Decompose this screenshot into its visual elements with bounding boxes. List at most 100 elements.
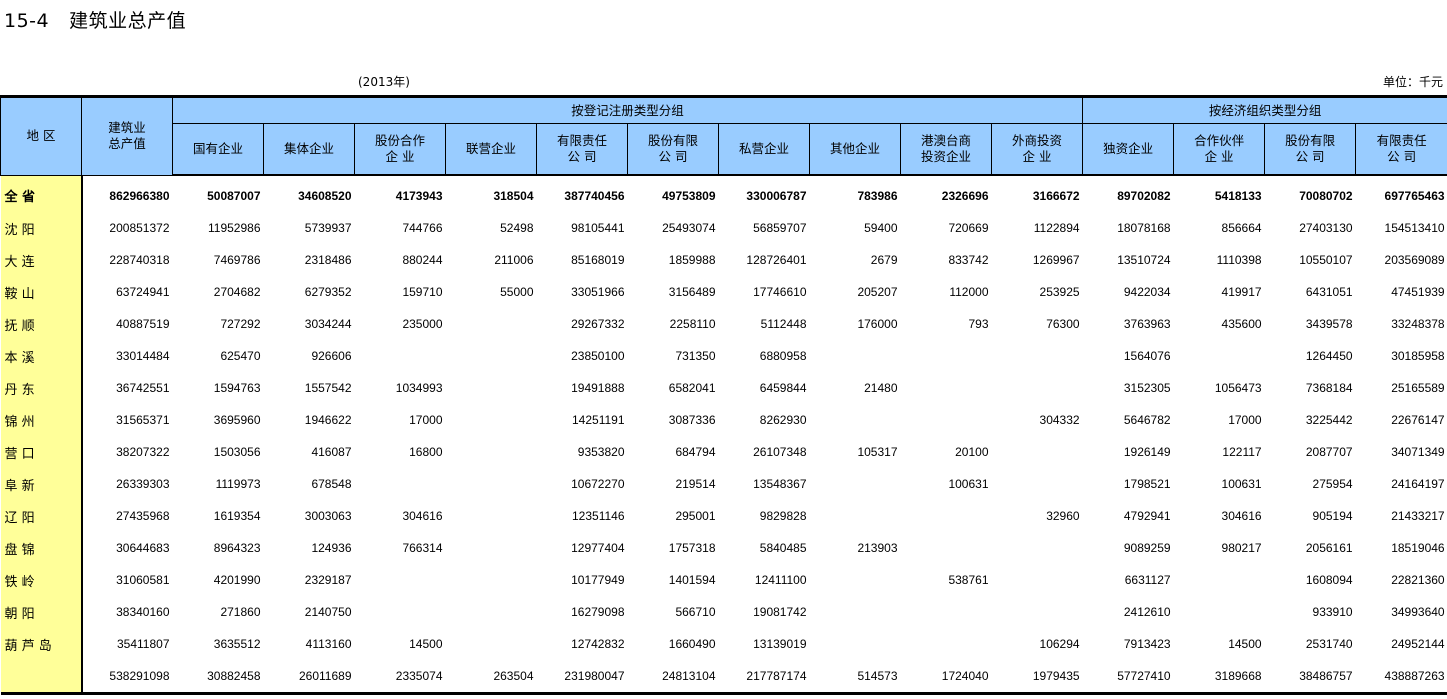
header-col-organization: 有限责任 公 司	[1355, 123, 1447, 176]
value-cell: 1056473	[1214, 381, 1262, 395]
value-cell: 2704682	[213, 285, 261, 299]
value-cell: 3166672	[1032, 189, 1080, 203]
table-row: 沈 阳 200851372 11952986 5739937 744766 52498 98…	[0, 212, 1447, 244]
table-row: 朝 阳 38340160 271860 2140750 16279098 566710 19…	[0, 596, 1447, 628]
value-cell: 33248378	[1391, 317, 1445, 331]
value-cell: 8964323	[213, 541, 261, 555]
value-cell	[810, 340, 901, 372]
header-col-organization: 独资企业	[1082, 123, 1175, 176]
header-col-registration: 国有企业	[172, 123, 264, 176]
value-cell: 33014484	[116, 349, 170, 363]
value-cell: 128726401	[746, 253, 807, 267]
value-cell: 3189668	[1214, 669, 1262, 683]
value-cell: 2679	[870, 253, 898, 267]
value-cell: 59400	[864, 221, 898, 235]
value-cell	[446, 500, 537, 532]
header-col-registration: 股份合作 企 业	[354, 123, 446, 176]
value-cell: 30882458	[207, 669, 261, 683]
region-cell: 鞍 山	[0, 276, 83, 308]
value-cell	[446, 404, 537, 436]
value-cell: 12977404	[571, 541, 625, 555]
value-cell: 17746610	[753, 285, 807, 299]
value-cell: 1401594	[668, 573, 716, 587]
value-cell: 3087336	[668, 413, 716, 427]
value-cell: 30185958	[1391, 349, 1445, 363]
value-cell: 85168019	[571, 253, 625, 267]
value-cell: 17000	[1228, 413, 1262, 427]
value-cell: 6431051	[1305, 285, 1353, 299]
header-group-organization: 按经济组织类型分组	[1082, 96, 1447, 124]
value-cell	[992, 372, 1083, 404]
value-cell: 6631127	[1124, 573, 1171, 587]
value-cell: 926606	[311, 349, 352, 363]
table-row: 鞍 山 63724941 2704682 6279352 159710 55000 3305…	[0, 276, 1447, 308]
value-cell: 9353820	[577, 445, 625, 459]
value-cell: 200851372	[109, 221, 170, 235]
value-cell: 3695960	[213, 413, 261, 427]
value-cell: 4792941	[1123, 509, 1171, 523]
value-cell: 27435968	[116, 509, 170, 523]
value-cell: 1859988	[668, 253, 716, 267]
value-cell: 231980047	[564, 669, 625, 683]
region-cell: 抚 顺	[0, 308, 83, 340]
value-cell: 5418133	[1214, 189, 1262, 203]
value-cell: 70080702	[1299, 189, 1353, 203]
value-cell: 2326696	[941, 189, 989, 203]
value-cell: 304332	[1039, 413, 1080, 427]
value-cell: 112000	[949, 285, 989, 299]
value-cell: 34608520	[298, 189, 352, 203]
region-cell: 丹 东	[0, 372, 83, 404]
value-cell: 271860	[220, 605, 261, 619]
region-cell: 锦 州	[0, 404, 83, 436]
value-cell: 263504	[493, 669, 534, 683]
header-col-registration: 外商投资 企 业	[990, 123, 1084, 176]
value-cell	[355, 564, 446, 596]
value-cell: 24813104	[662, 669, 716, 683]
value-cell: 23850100	[571, 349, 625, 363]
value-cell: 720669	[948, 221, 989, 235]
value-cell: 538291098	[109, 669, 170, 683]
value-cell: 3635512	[213, 637, 261, 651]
value-cell: 33051966	[571, 285, 625, 299]
value-cell: 435600	[1221, 317, 1262, 331]
value-cell: 1594763	[213, 381, 261, 395]
value-cell: 856664	[1221, 221, 1262, 235]
value-cell: 22821360	[1391, 573, 1445, 587]
value-cell: 154513410	[1384, 221, 1445, 235]
value-cell: 18519046	[1391, 541, 1445, 555]
value-cell: 1269967	[1032, 253, 1080, 267]
value-cell: 13510724	[1117, 253, 1171, 267]
table-row: 辽 阳 27435968 1619354 3003063 304616 12351146 2…	[0, 500, 1447, 532]
value-cell: 98105441	[571, 221, 625, 235]
value-cell: 228740318	[109, 253, 170, 267]
value-cell: 32960	[1046, 509, 1080, 523]
value-cell: 4173943	[395, 189, 443, 203]
value-cell	[446, 308, 537, 340]
header-total: 建筑业 总产值	[81, 96, 173, 176]
value-cell: 684794	[675, 445, 716, 459]
value-cell: 5646782	[1123, 413, 1171, 427]
value-cell: 783986	[857, 189, 898, 203]
value-cell: 57727410	[1117, 669, 1171, 683]
construction-output-table: 地 区 建筑业 总产值 按登记注册类型分组 按经济组织类型分组 国有企业 集体企业…	[0, 95, 1447, 695]
region-cell: 本 溪	[0, 340, 83, 372]
header-col-registration: 有限责任 公 司	[536, 123, 628, 176]
value-cell	[446, 468, 537, 500]
value-cell: 1757318	[668, 541, 716, 555]
header-col-registration: 私营企业	[718, 123, 810, 176]
header-col-organization: 合作伙伴 企 业	[1173, 123, 1266, 176]
value-cell: 1660490	[668, 637, 716, 651]
value-cell: 3003063	[304, 509, 352, 523]
table-title: 建筑业总产值	[69, 10, 187, 32]
value-cell: 124936	[311, 541, 352, 555]
value-cell: 176000	[857, 317, 898, 331]
value-cell: 63724941	[116, 285, 170, 299]
value-cell: 275954	[1312, 477, 1353, 491]
value-cell: 105317	[857, 445, 898, 459]
value-cell: 905194	[1312, 509, 1353, 523]
value-cell: 49753809	[662, 189, 716, 203]
value-cell: 566710	[675, 605, 716, 619]
value-cell: 213903	[857, 541, 898, 555]
value-cell	[446, 436, 537, 468]
value-cell: 538761	[948, 573, 989, 587]
